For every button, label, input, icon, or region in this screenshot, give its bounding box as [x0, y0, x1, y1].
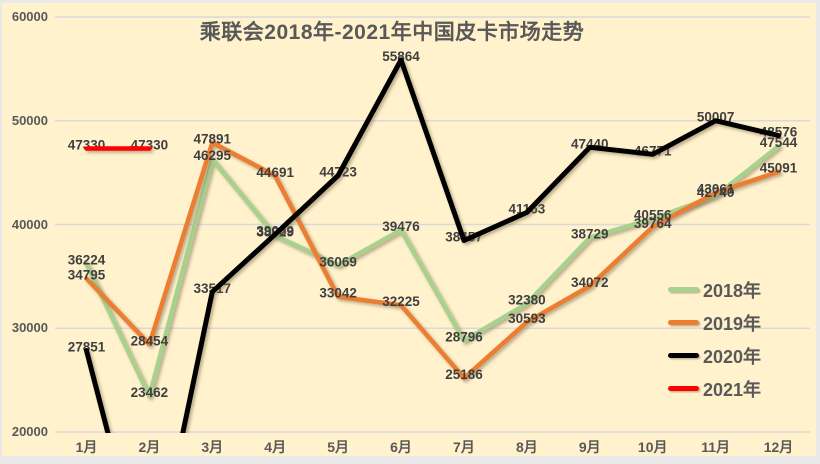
x-axis-tick-5月: 5月: [327, 439, 350, 455]
x-axis-tick-4月: 4月: [264, 439, 287, 455]
data-label-2019年-12月: 45091: [760, 161, 798, 176]
data-label-2019年-9月: 34072: [571, 275, 609, 290]
data-label-2018年-2月: 23462: [131, 385, 169, 400]
x-axis-tick-1月: 1月: [75, 439, 98, 455]
data-label-2018年-1月: 36224: [68, 253, 106, 268]
series-line-2020年: [84, 57, 781, 433]
y-axis-tick-50000: 50000: [11, 112, 48, 128]
legend-label-2021年: 2021年: [703, 379, 762, 400]
series-line-2019年: [84, 140, 781, 381]
data-label-2018年-8月: 32380: [508, 293, 546, 308]
chart-title: 乘联会2018年-2021年中国皮卡市场走势: [199, 21, 585, 44]
data-label-2018年-10月: 40556: [634, 208, 672, 223]
legend-swatch-2020年: [668, 353, 699, 358]
data-label-2019年-1月: 34795: [68, 268, 106, 283]
data-label-2020年-1月: 27851: [68, 340, 106, 355]
data-label-2019年-8月: 30593: [508, 311, 546, 326]
data-label-2018年-9月: 38729: [571, 227, 609, 242]
data-label-2018年-6月: 39476: [382, 219, 420, 234]
data-label-2019年-2月: 28454: [131, 333, 169, 348]
legend: 2018年 2019年 2020年 2021年: [668, 279, 761, 411]
legend-item-2018年: 2018年: [668, 279, 762, 301]
legend-swatch-2018年: [668, 287, 699, 292]
legend-swatch-2021年: [668, 386, 699, 391]
data-label-2019年-6月: 32225: [382, 294, 420, 309]
x-axis-tick-2月: 2月: [138, 439, 161, 455]
x-axis-tick-9月: 9月: [578, 439, 601, 455]
series-line-2018年: [84, 143, 781, 399]
y-axis-tick-30000: 30000: [11, 320, 48, 336]
x-axis-tick-12月: 12月: [763, 439, 794, 455]
data-label-2018年-11月: 42740: [697, 185, 735, 200]
data-label-2018年-7月: 28796: [445, 330, 483, 345]
x-axis-tick-11月: 11月: [701, 439, 731, 455]
data-label-2019年-7月: 25186: [445, 367, 483, 382]
legend-label-2020年: 2020年: [703, 346, 762, 367]
legend-swatch-2019年: [668, 320, 699, 325]
data-label-2018年-5月: 36069: [319, 254, 357, 269]
y-axis-tick-60000: 60000: [11, 9, 48, 24]
data-label-2019年-5月: 33042: [319, 286, 357, 301]
data-label-2020年-6月: 55864: [382, 49, 420, 64]
data-label-2019年-4月: 44691: [256, 165, 294, 180]
data-label-2019年-11月: 43061: [697, 182, 735, 197]
legend-label-2019年: 2019年: [703, 313, 762, 334]
legend-item-2020年: 2020年: [668, 345, 762, 367]
gridlines: [55, 16, 810, 433]
data-label-2019年-3月: 47891: [194, 132, 232, 147]
y-axis-tick-40000: 40000: [11, 216, 48, 232]
x-axis-tick-6月: 6月: [390, 439, 412, 455]
legend-label-2018年: 2018年: [703, 280, 762, 301]
x-axis-tick-8月: 8月: [515, 439, 538, 455]
x-axis-tick-3月: 3月: [201, 439, 224, 455]
legend-item-2021年: 2021年: [668, 378, 762, 400]
legend-item-2019年: 2019年: [668, 312, 762, 334]
data-label-2019年-10月: 39764: [634, 216, 672, 231]
data-label-2018年-12月: 47544: [760, 135, 798, 150]
y-axis-tick-20000: 20000: [11, 424, 48, 439]
data-label-2018年-3月: 46295: [194, 148, 232, 163]
x-axis-tick-7月: 7月: [453, 439, 475, 455]
x-axis-tick-10月: 10月: [637, 439, 668, 455]
